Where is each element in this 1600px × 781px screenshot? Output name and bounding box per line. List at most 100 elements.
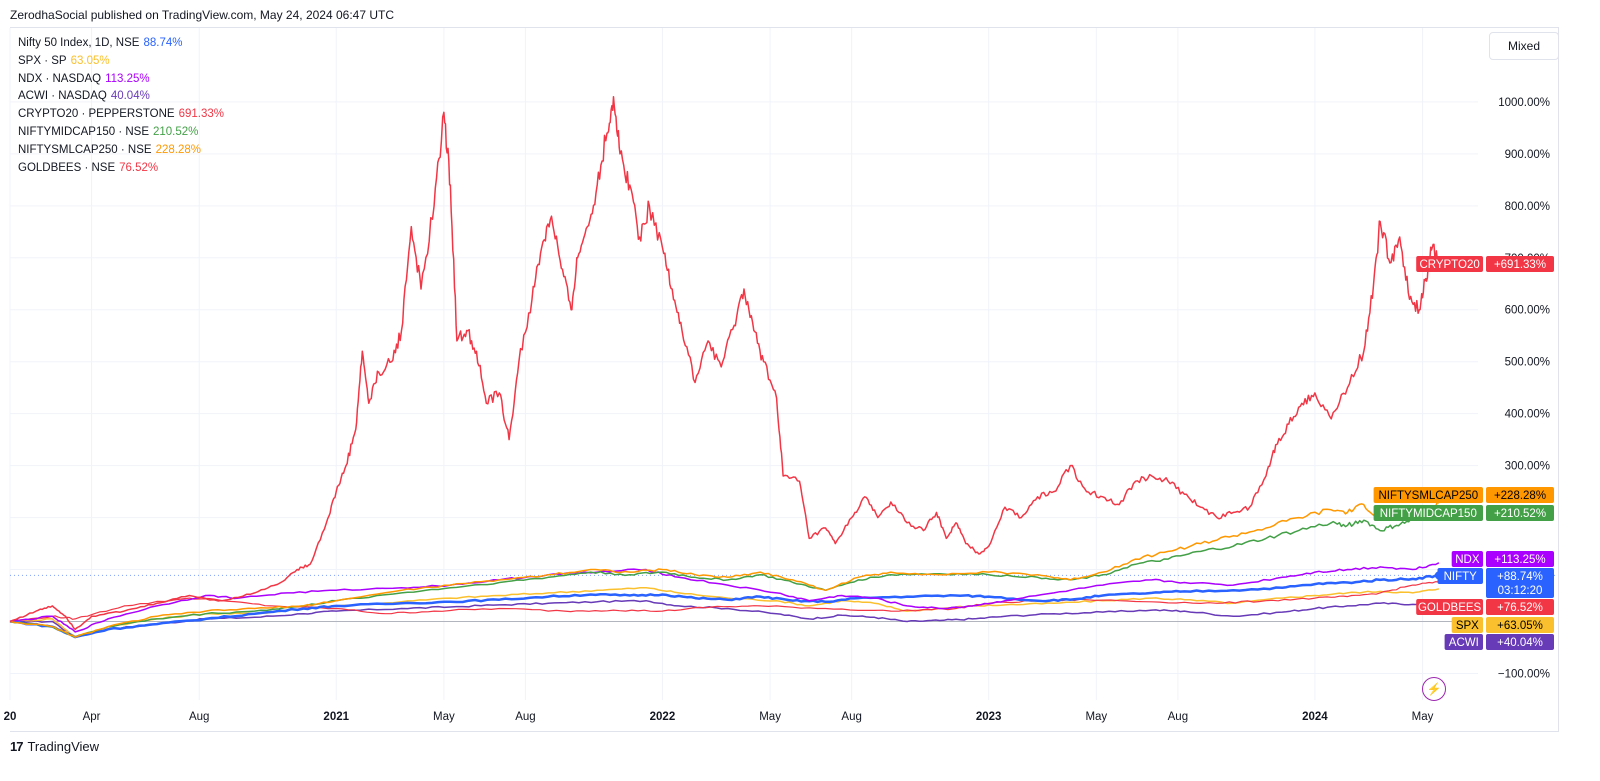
price-label-name: NIFTYSMLCAP250 (1378, 490, 1478, 502)
legend-name: SPX · SP (18, 54, 67, 67)
price-label-name: NDX (1455, 554, 1480, 566)
price-label-value-bg (1486, 568, 1554, 598)
legend-name: CRYPTO20 · PEPPERSTONE (18, 108, 175, 121)
legend-row-ndx[interactable]: NDX · NASDAQ 113.25% (18, 71, 224, 89)
footer-brand[interactable]: 17 TradingView (10, 739, 99, 754)
y-tick-label: 300.00% (1505, 461, 1550, 473)
legend-value: 210.52% (153, 125, 199, 138)
price-label-ndx[interactable]: NDX +113.25% (1451, 551, 1554, 567)
legend-row-spx[interactable]: SPX · SP 63.05% (18, 53, 224, 71)
price-label-name-bg (1451, 551, 1483, 567)
legend-value: 63.05% (70, 54, 110, 67)
legend-row-acwi[interactable]: ACWI · NASDAQ 40.04% (18, 88, 224, 106)
price-label-value: +228.28% (1494, 490, 1546, 502)
price-label-name-bg (1451, 617, 1483, 633)
price-label-name: CRYPTO20 (1419, 259, 1479, 271)
price-label-value: +691.33% (1494, 259, 1546, 271)
x-tick-label: 2021 (323, 711, 349, 723)
legend-row-niftysmlcap250[interactable]: NIFTYSMLCAP250 · NSE 228.28% (18, 142, 224, 160)
price-label-crypto20[interactable]: CRYPTO20 +691.33% (1416, 256, 1554, 272)
y-tick-label: 500.00% (1505, 357, 1550, 369)
series-line-acwi (9, 599, 1440, 638)
legend: Nifty 50 Index, 1D, NSE 88.74% SPX · SP 63… (18, 35, 224, 177)
x-tick-label: May (759, 711, 781, 723)
x-tick-label: Aug (515, 711, 535, 723)
y-tick-label: −100.00% (1498, 668, 1550, 680)
price-label-name-bg (1437, 568, 1483, 584)
price-label-value-bg (1486, 256, 1554, 272)
price-label-name: NIFTY (1444, 571, 1478, 583)
price-label-name: GOLDBEES (1418, 602, 1482, 614)
price-label-value-bg (1486, 487, 1554, 503)
legend-row-goldbees[interactable]: GOLDBEES · NSE 76.52% (18, 160, 224, 178)
series-line-crypto20 (9, 95, 1440, 631)
series-line-spx (9, 586, 1440, 638)
legend-name: GOLDBEES · NSE (18, 161, 116, 174)
legend-value: 88.74% (143, 37, 183, 49)
price-label-value-bg (1486, 551, 1554, 567)
legend-row-niftymidcap150[interactable]: NIFTYMIDCAP150 · NSE 210.52% (18, 124, 224, 142)
chart-frame (10, 27, 1559, 732)
price-label-niftymidcap150[interactable]: NIFTYMIDCAP150 +210.52% (1373, 505, 1554, 521)
price-label-niftysmlcap250[interactable]: NIFTYSMLCAP250 +228.28% (1373, 487, 1554, 503)
x-tick-label: May (433, 711, 455, 723)
price-label-acwi[interactable]: ACWI +40.04% (1444, 634, 1554, 650)
x-tick-label: Apr (83, 711, 101, 723)
price-label-value: +88.74% (1497, 571, 1543, 583)
flash-icon[interactable]: ⚡ (1422, 677, 1446, 701)
price-label-name: SPX (1456, 620, 1479, 632)
legend-name: NDX · NASDAQ (18, 72, 102, 85)
legend-value: 691.33% (178, 108, 224, 121)
legend-value: 113.25% (105, 72, 150, 85)
y-tick-label: 400.00% (1505, 409, 1550, 421)
price-label-value: +76.52% (1497, 602, 1543, 614)
x-tick-label: Aug (1168, 711, 1188, 723)
x-tick-label: 2022 (650, 711, 676, 723)
scale-mode-button[interactable]: Mixed (1489, 32, 1559, 60)
price-label-countdown: 03:12:20 (1498, 585, 1543, 597)
x-tick-label: 2024 (1302, 711, 1328, 723)
x-tick-label: Aug (841, 711, 861, 723)
price-label-name-bg (1416, 599, 1483, 615)
y-tick-label: 900.00% (1505, 149, 1550, 161)
legend-name: Nifty 50 Index, 1D, NSE (18, 37, 140, 49)
y-tick-label: 800.00% (1505, 201, 1550, 213)
legend-row-nifty[interactable]: Nifty 50 Index, 1D, NSE 88.74% (18, 35, 224, 53)
price-label-nifty[interactable]: NIFTY +88.74% 03:12:20 (1437, 568, 1555, 598)
y-tick-label: 1000.00% (1498, 97, 1550, 109)
tradingview-logo-icon: 17 (10, 739, 24, 754)
x-tick-label: May (1412, 711, 1434, 723)
price-label-name: ACWI (1449, 637, 1479, 649)
legend-name: ACWI · NASDAQ (18, 90, 107, 103)
price-label-name-bg (1373, 505, 1483, 521)
publish-info: ZerodhaSocial published on TradingView.c… (10, 8, 395, 22)
price-label-value-bg (1486, 599, 1554, 615)
price-label-value: +40.04% (1497, 637, 1543, 649)
price-label-goldbees[interactable]: GOLDBEES +76.52% (1416, 599, 1554, 615)
price-label-value-bg (1486, 634, 1554, 650)
x-tick-label: 20 (4, 711, 17, 723)
x-tick-label: Aug (189, 711, 209, 723)
series-line-nifty (9, 574, 1439, 639)
price-label-name-bg (1444, 634, 1483, 650)
price-label-value: +210.52% (1494, 508, 1546, 520)
price-label-name-bg (1373, 487, 1483, 503)
price-label-value: +63.05% (1497, 620, 1543, 632)
legend-name: NIFTYSMLCAP250 · NSE (18, 143, 152, 156)
legend-value: 40.04% (110, 90, 150, 103)
price-label-name-bg (1416, 256, 1483, 272)
legend-row-crypto20[interactable]: CRYPTO20 · PEPPERSTONE 691.33% (18, 106, 224, 124)
x-tick-label: May (1085, 711, 1107, 723)
legend-name: NIFTYMIDCAP150 · NSE (18, 125, 149, 138)
y-tick-label: 600.00% (1505, 305, 1550, 317)
price-label-name: NIFTYMIDCAP150 (1380, 508, 1477, 520)
price-label-spx[interactable]: SPX +63.05% (1451, 617, 1554, 633)
x-tick-label: 2023 (976, 711, 1002, 723)
series-line-niftysmlcap250 (9, 501, 1440, 638)
price-label-value: +113.25% (1494, 554, 1545, 566)
legend-value: 228.28% (155, 143, 201, 156)
price-label-value-bg (1486, 505, 1554, 521)
price-label-value-bg (1486, 617, 1554, 633)
brand-name: TradingView (27, 739, 100, 754)
